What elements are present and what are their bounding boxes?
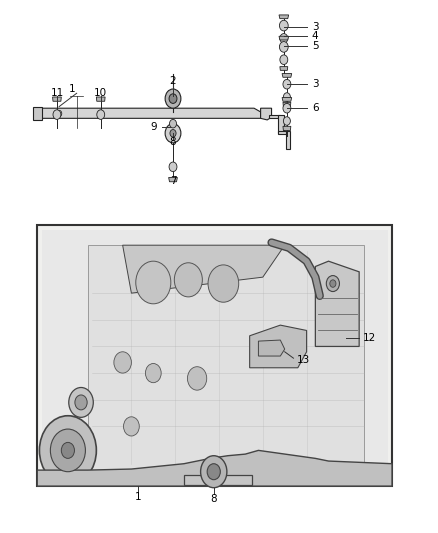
Text: 7: 7 — [170, 176, 177, 186]
Circle shape — [39, 416, 96, 485]
Circle shape — [279, 42, 288, 52]
Text: 11: 11 — [50, 88, 64, 98]
Circle shape — [170, 130, 176, 137]
Polygon shape — [278, 115, 284, 133]
Polygon shape — [37, 450, 392, 486]
Polygon shape — [123, 245, 285, 293]
Polygon shape — [261, 108, 272, 120]
Circle shape — [283, 79, 291, 89]
Text: 8: 8 — [210, 494, 217, 504]
Polygon shape — [88, 245, 364, 485]
Circle shape — [208, 265, 239, 302]
Circle shape — [280, 55, 288, 64]
Polygon shape — [280, 45, 288, 49]
Polygon shape — [282, 98, 292, 101]
Text: 1: 1 — [69, 84, 76, 94]
Polygon shape — [280, 67, 288, 70]
Circle shape — [165, 89, 181, 108]
Bar — [42, 230, 388, 481]
Polygon shape — [96, 97, 105, 101]
Text: 12: 12 — [363, 334, 376, 343]
Circle shape — [50, 429, 85, 472]
Polygon shape — [42, 108, 261, 118]
Circle shape — [98, 110, 103, 117]
Circle shape — [69, 387, 93, 417]
Polygon shape — [184, 475, 252, 485]
Text: 4: 4 — [312, 31, 318, 41]
Polygon shape — [278, 131, 289, 134]
Circle shape — [57, 110, 62, 117]
Circle shape — [124, 417, 139, 436]
Circle shape — [326, 276, 339, 292]
Polygon shape — [169, 177, 177, 182]
Circle shape — [145, 364, 161, 383]
Polygon shape — [286, 131, 290, 149]
Circle shape — [280, 34, 288, 43]
Text: 5: 5 — [312, 42, 318, 51]
Text: 10: 10 — [94, 88, 107, 98]
Circle shape — [61, 442, 74, 458]
Polygon shape — [250, 325, 307, 368]
Circle shape — [165, 124, 181, 143]
Bar — [37, 225, 392, 486]
Circle shape — [174, 263, 202, 297]
Polygon shape — [315, 261, 359, 346]
Circle shape — [283, 117, 290, 125]
Polygon shape — [53, 97, 61, 101]
Circle shape — [53, 110, 61, 119]
Text: 9: 9 — [150, 122, 157, 132]
Polygon shape — [269, 115, 280, 118]
Circle shape — [330, 280, 336, 287]
Polygon shape — [283, 126, 291, 131]
Circle shape — [170, 119, 177, 128]
Circle shape — [283, 93, 290, 101]
Circle shape — [169, 162, 177, 172]
Circle shape — [283, 103, 291, 113]
Circle shape — [75, 395, 87, 410]
Text: 1: 1 — [134, 492, 141, 502]
Circle shape — [187, 367, 207, 390]
Text: 13: 13 — [297, 355, 310, 365]
Polygon shape — [279, 36, 289, 40]
Circle shape — [201, 456, 227, 488]
Circle shape — [169, 94, 177, 103]
Circle shape — [97, 110, 105, 119]
Polygon shape — [33, 107, 42, 120]
Text: 3: 3 — [312, 22, 318, 31]
Text: 6: 6 — [312, 103, 318, 113]
Polygon shape — [282, 74, 292, 77]
Polygon shape — [283, 102, 291, 107]
Circle shape — [136, 261, 171, 304]
Text: 8: 8 — [170, 138, 177, 147]
Text: 2: 2 — [170, 76, 177, 86]
Polygon shape — [279, 15, 289, 19]
Circle shape — [207, 464, 220, 480]
Circle shape — [279, 20, 288, 31]
Text: 3: 3 — [312, 79, 318, 89]
Circle shape — [114, 352, 131, 373]
Polygon shape — [258, 340, 285, 356]
